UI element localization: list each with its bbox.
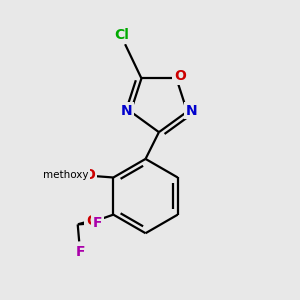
Text: methoxy: methoxy — [43, 170, 88, 180]
Text: N: N — [121, 104, 132, 118]
Text: F: F — [93, 216, 102, 230]
Text: O: O — [86, 214, 98, 228]
Text: O: O — [83, 168, 95, 182]
Text: Cl: Cl — [114, 28, 129, 42]
Text: F: F — [75, 245, 85, 259]
Text: N: N — [185, 104, 197, 118]
Text: O: O — [174, 69, 186, 83]
